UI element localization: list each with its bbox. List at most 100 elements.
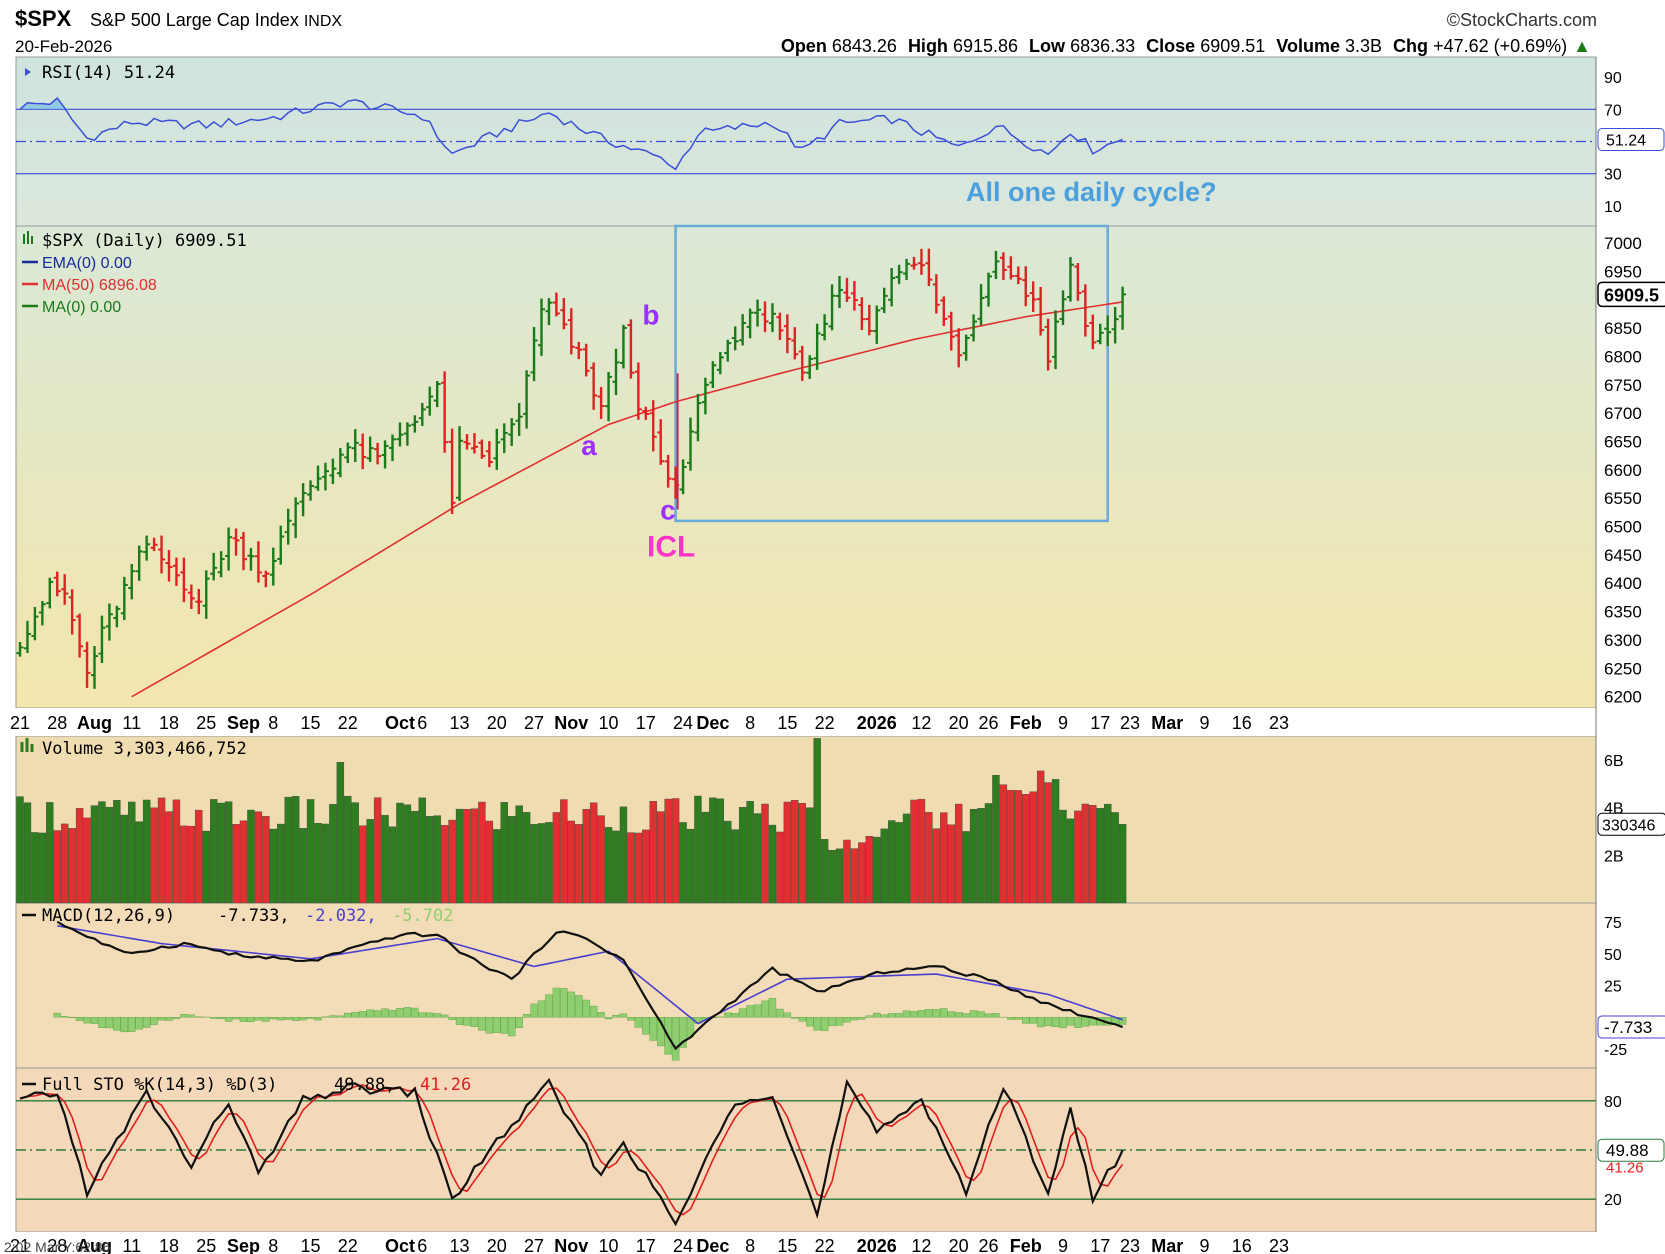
volume-bar (761, 803, 769, 904)
price-bar (947, 311, 955, 351)
volume-bar (463, 809, 471, 904)
volume-bar (1103, 803, 1112, 904)
macd-hist-bar (746, 1005, 754, 1018)
price-bar (456, 426, 464, 502)
macd-hist-bar (522, 1013, 531, 1018)
volume-bar (128, 801, 136, 904)
rsi-title: RSI(14) 51.24 (42, 63, 175, 83)
macd-hist-bar (925, 1009, 933, 1018)
macd-hist-bar (440, 1014, 449, 1018)
macd-hist-bar (880, 1014, 888, 1018)
price-bar (888, 268, 896, 307)
price-bar (523, 370, 531, 429)
volume-bar (642, 829, 650, 904)
macd-hist-bar (61, 1016, 69, 1018)
volume-bar (396, 802, 404, 904)
macd-hist-bar (724, 1012, 732, 1018)
volume-bar (1089, 805, 1097, 904)
volume-title: Volume 3,303,466,752 (42, 739, 247, 759)
volume-bar (835, 848, 844, 904)
volume-bar (1111, 812, 1119, 904)
macd-hist-bar (277, 1017, 285, 1021)
volume-value-tag (1597, 812, 1665, 836)
sto-tick-label: 80 (1604, 1094, 1622, 1111)
macd-hist-bar (567, 991, 575, 1018)
wave-b-label: b (642, 300, 659, 331)
volume-bar (493, 829, 501, 904)
macd-hist-bar (98, 1017, 106, 1028)
price-bar (1066, 257, 1074, 302)
macd-hist-bar (388, 1009, 397, 1018)
price-bar (940, 296, 948, 326)
x-axis-label-bottom: 17 (636, 1236, 656, 1254)
close-value: 6909.51 (1200, 36, 1266, 56)
x-axis-label-bottom: 26 (978, 1236, 998, 1254)
volume-bar (284, 796, 292, 904)
price-tick-label: 6950 (1604, 262, 1642, 281)
price-bar (1059, 290, 1067, 326)
macd-hist-bar (359, 1011, 367, 1018)
volume-bar (351, 802, 359, 904)
x-axis-label: 20 (949, 713, 969, 733)
macd-hist-bar (753, 1004, 762, 1018)
macd-hist-bar (1051, 1017, 1060, 1028)
sto-d-tag-label: 41.26 (1606, 1159, 1644, 1176)
volume-bar (23, 802, 32, 904)
volume-bar (46, 802, 54, 904)
x-axis-label: 15 (777, 713, 797, 733)
macd-hist-bar (791, 1017, 799, 1019)
rsi-tick-label: 30 (1604, 167, 1622, 184)
price-bar (798, 345, 806, 381)
price-bar (508, 418, 516, 446)
volume-bar (344, 795, 352, 904)
volume-bar (820, 839, 829, 904)
volume-bar (187, 825, 196, 904)
volume-bar (381, 815, 389, 904)
volume-bar (902, 813, 911, 904)
macd-hist-bar (396, 1008, 404, 1018)
price-bar (38, 601, 46, 626)
volume-bar (262, 816, 270, 904)
open-value: 6843.26 (831, 36, 897, 56)
macd-hist-bar (381, 1008, 389, 1018)
volume-bar (813, 738, 821, 904)
volume-bar (776, 831, 784, 904)
x-axis-label-bottom: 15 (777, 1236, 797, 1254)
volume-bar (418, 797, 426, 904)
volume-bar (1007, 790, 1015, 904)
macd-hist-bar (955, 1012, 963, 1018)
volume-bar (254, 811, 263, 904)
volume-bar (858, 842, 866, 904)
price-bar (955, 328, 963, 368)
price-bar (418, 403, 426, 426)
price-bar (530, 327, 538, 382)
volume-bar (90, 805, 99, 904)
price-bar (634, 362, 642, 420)
macd-hist-bar (373, 1010, 382, 1018)
macd-title: MACD(12,26,9) (42, 906, 175, 926)
x-axis-label: 16 (1232, 713, 1252, 733)
macd-hist-bar (314, 1017, 322, 1021)
price-bar (351, 429, 359, 463)
macd-hist-bar (552, 987, 561, 1018)
price-bar (1119, 286, 1127, 330)
x-axis-label-bottom: 25 (196, 1236, 216, 1254)
macd-hist-bar (910, 1011, 918, 1018)
price-bar (269, 547, 277, 586)
volume-bar (53, 830, 61, 904)
price-bar (187, 584, 195, 609)
macd-hist-bar (649, 1017, 657, 1041)
volume-bar (969, 809, 978, 904)
price-bar (366, 436, 374, 463)
x-axis-label-bottom: 22 (338, 1236, 358, 1254)
volume-bar (582, 809, 590, 904)
volume-bar (277, 823, 285, 904)
x-axis-label-bottom: 8 (745, 1236, 755, 1254)
volume-bar (768, 824, 777, 904)
volume-bar (470, 808, 479, 904)
x-axis-label-bottom: 22 (815, 1236, 835, 1254)
price-bar (813, 323, 821, 370)
price-bar (1014, 266, 1022, 285)
volume-bar (545, 822, 553, 904)
volume-bar (671, 798, 680, 904)
